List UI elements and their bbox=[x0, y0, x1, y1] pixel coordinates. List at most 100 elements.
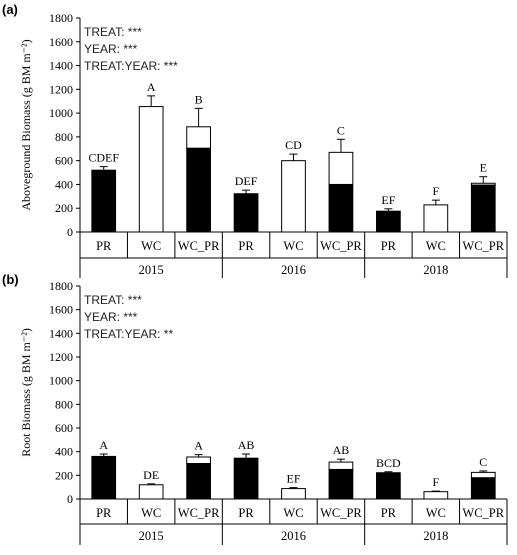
stats-line: TREAT:YEAR: ** bbox=[84, 327, 173, 341]
year-label: 2015 bbox=[139, 529, 164, 543]
significance-letter: EF bbox=[286, 472, 300, 486]
chart-panel-a: (a) 0 200 400 600 800 1000 1200 1400 1600 1800 Abov… bbox=[2, 2, 508, 278]
bar-segment-light bbox=[470, 182, 496, 186]
significance-letter: A bbox=[194, 439, 203, 453]
category-label: PR bbox=[238, 506, 254, 520]
y-tick-label: 800 bbox=[55, 130, 73, 144]
y-tick-label: 1800 bbox=[49, 11, 73, 25]
category-label: PR bbox=[96, 506, 112, 520]
category-label: WC bbox=[426, 506, 446, 520]
category-label: WC_PR bbox=[178, 506, 220, 520]
y-tick-label: 600 bbox=[55, 421, 73, 435]
category-label: WC bbox=[141, 239, 161, 253]
significance-letter: DEF bbox=[235, 174, 258, 188]
year-label: 2018 bbox=[423, 263, 448, 277]
significance-letter: CD bbox=[285, 138, 302, 152]
y-tick-label: 1000 bbox=[49, 106, 73, 120]
bar-segment-dark bbox=[186, 147, 211, 233]
year-label: 2015 bbox=[139, 263, 164, 277]
significance-letter: F bbox=[432, 475, 439, 489]
category-label: PR bbox=[381, 239, 397, 253]
y-tick-label: 1400 bbox=[49, 59, 73, 73]
bar-segment-light bbox=[281, 488, 306, 500]
panel-label: (a) bbox=[2, 2, 18, 17]
significance-letter: AB bbox=[333, 443, 350, 457]
y-tick-label: 200 bbox=[55, 468, 73, 482]
bar-segment-dark bbox=[376, 472, 401, 500]
y-tick-label: 0 bbox=[67, 492, 73, 506]
significance-letter: C bbox=[479, 455, 487, 469]
bar-segment-dark bbox=[91, 455, 117, 500]
significance-letter: E bbox=[480, 161, 487, 175]
y-tick-label: 400 bbox=[55, 177, 73, 191]
significance-letter: A bbox=[99, 438, 108, 452]
bar-segment-dark bbox=[233, 457, 259, 500]
y-tick-label: 1000 bbox=[49, 374, 73, 388]
stats-line: YEAR: *** bbox=[84, 310, 138, 324]
category-label: WC_PR bbox=[462, 506, 504, 520]
category-label: PR bbox=[238, 239, 254, 253]
y-axis-title: Aboveground Biomass (g BM m⁻²) bbox=[19, 39, 33, 210]
bar-segment-dark bbox=[328, 468, 354, 500]
significance-letter: C bbox=[337, 123, 345, 137]
bar-segment-dark bbox=[470, 477, 496, 500]
bar-segment-light bbox=[138, 106, 164, 233]
category-label: WC bbox=[141, 506, 161, 520]
y-tick-label: 1800 bbox=[49, 279, 73, 293]
y-tick-label: 400 bbox=[55, 445, 73, 459]
bar-segment-light bbox=[423, 204, 449, 233]
y-tick-label: 200 bbox=[55, 201, 73, 215]
year-label: 2016 bbox=[281, 529, 306, 543]
bar-segment-light bbox=[328, 461, 354, 470]
bar-segment-dark bbox=[470, 184, 496, 233]
year-label: 2018 bbox=[423, 529, 448, 543]
bar-segment-dark bbox=[91, 169, 117, 233]
category-label: PR bbox=[96, 239, 112, 253]
significance-letter: AB bbox=[238, 438, 255, 452]
bar-segment-light bbox=[423, 491, 449, 500]
y-tick-label: 1200 bbox=[49, 350, 73, 364]
category-label: WC_PR bbox=[320, 506, 362, 520]
y-tick-label: 600 bbox=[55, 154, 73, 168]
bar-segment-light bbox=[186, 126, 211, 149]
y-tick-label: 800 bbox=[55, 397, 73, 411]
chart-panel-b: (b) 0 200 400 600 800 1000 1200 1400 1600 1800 Root… bbox=[2, 272, 508, 545]
year-label: 2016 bbox=[281, 263, 306, 277]
significance-letter: DE bbox=[143, 468, 159, 482]
y-tick-label: 0 bbox=[67, 225, 73, 239]
significance-letter: CDEF bbox=[88, 151, 119, 165]
stats-line: TREAT: *** bbox=[84, 293, 142, 307]
bar-segment-light bbox=[138, 484, 164, 500]
bar-segment-light bbox=[281, 160, 306, 233]
bar-segment-light bbox=[328, 151, 354, 185]
bar-segment-dark bbox=[328, 183, 354, 233]
category-label: WC_PR bbox=[178, 239, 220, 253]
bar-segment-light bbox=[186, 456, 211, 465]
significance-letter: BCD bbox=[376, 456, 401, 470]
significance-letter: B bbox=[195, 92, 203, 106]
category-label: WC bbox=[283, 506, 303, 520]
y-tick-label: 1200 bbox=[49, 82, 73, 96]
significance-letter: EF bbox=[381, 193, 395, 207]
bar-segment-dark bbox=[376, 210, 401, 233]
category-label: PR bbox=[381, 506, 397, 520]
bar-segment-dark bbox=[233, 193, 259, 233]
bar-segment-light bbox=[470, 471, 496, 479]
y-tick-label: 1400 bbox=[49, 326, 73, 340]
stats-line: TREAT:YEAR: *** bbox=[84, 59, 178, 73]
category-label: WC bbox=[283, 239, 303, 253]
stats-line: TREAT: *** bbox=[84, 25, 142, 39]
panel-label: (b) bbox=[2, 272, 19, 287]
y-axis-title: Root Biomass (g BM m⁻²) bbox=[19, 328, 33, 457]
category-label: WC_PR bbox=[462, 239, 504, 253]
category-label: WC_PR bbox=[320, 239, 362, 253]
bar-segment-dark bbox=[186, 463, 211, 500]
significance-letter: A bbox=[147, 80, 156, 94]
y-tick-label: 1600 bbox=[49, 303, 73, 317]
category-label: WC bbox=[426, 239, 446, 253]
stats-line: YEAR: *** bbox=[84, 42, 138, 56]
significance-letter: F bbox=[432, 184, 439, 198]
y-tick-label: 1600 bbox=[49, 35, 73, 49]
